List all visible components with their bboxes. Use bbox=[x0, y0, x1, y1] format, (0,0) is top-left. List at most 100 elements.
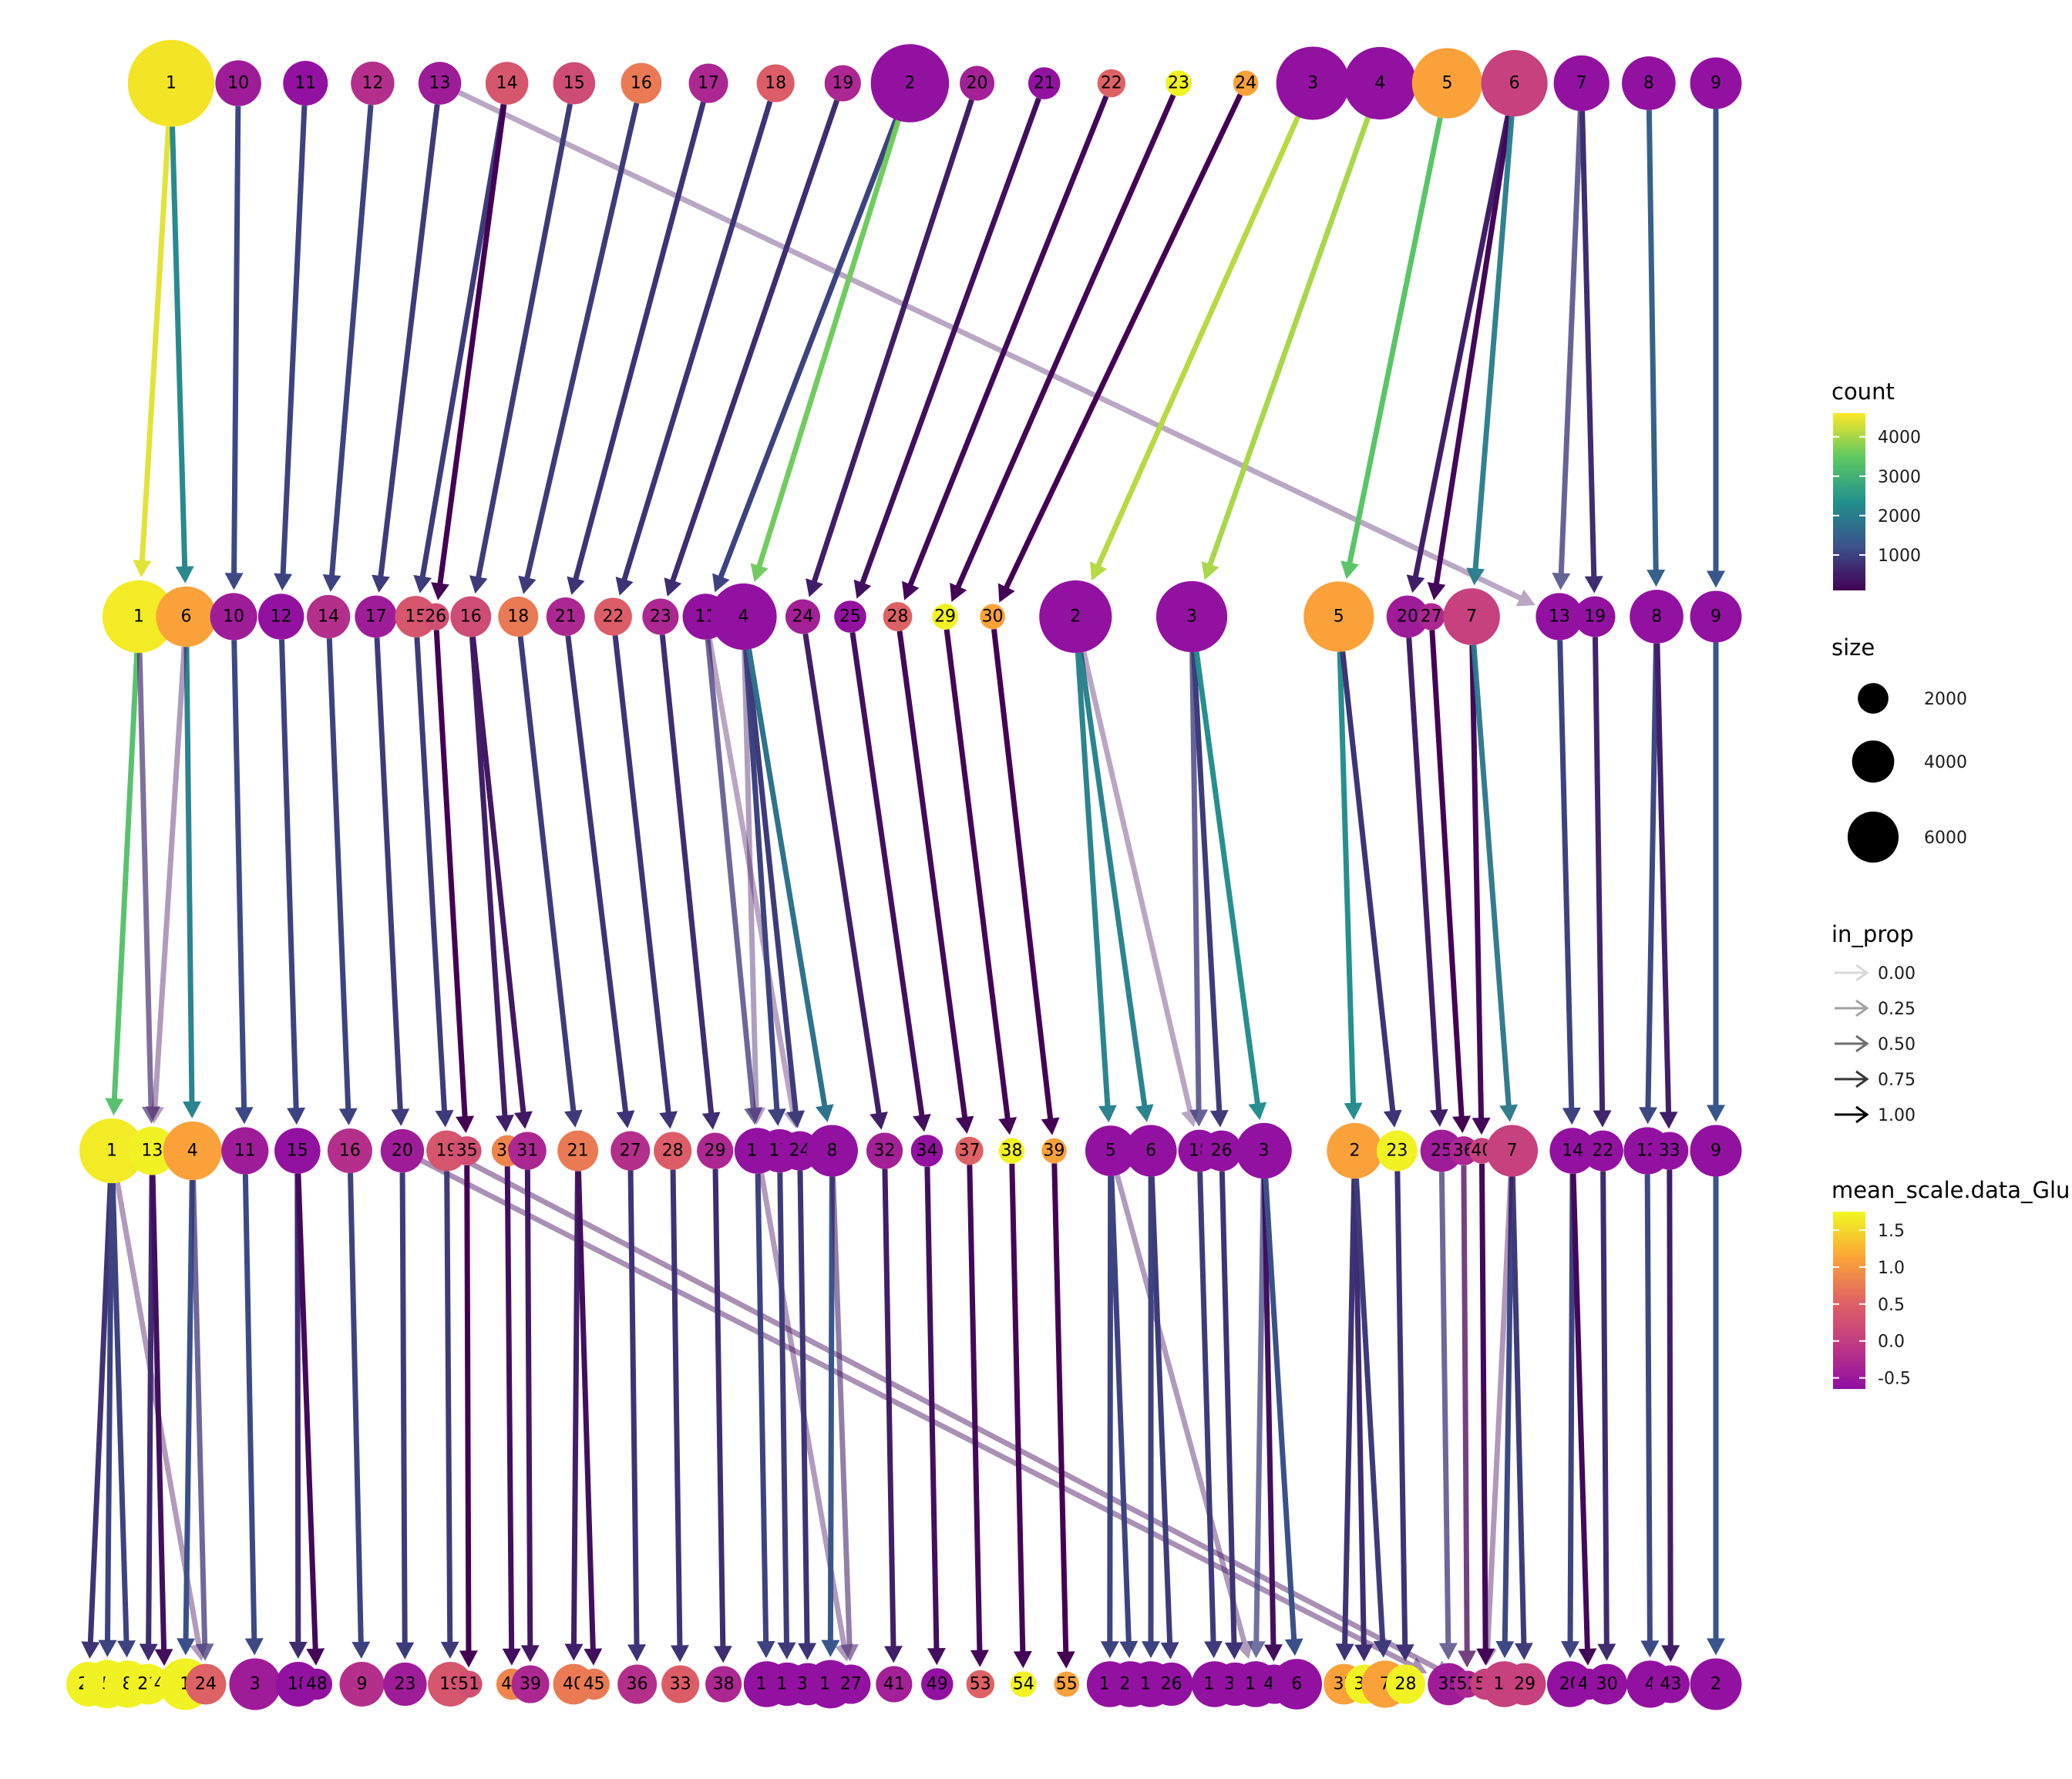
cluster-node: 22 bbox=[594, 597, 632, 635]
node-label: 16 bbox=[460, 607, 482, 627]
node-label: 12 bbox=[362, 74, 383, 93]
cluster-node: 53 bbox=[967, 1670, 994, 1698]
node-label: 14 bbox=[318, 607, 339, 627]
cluster-node: 29 bbox=[697, 1132, 733, 1169]
legend-size-label: 4000 bbox=[1924, 753, 1967, 772]
node-label: 54 bbox=[1013, 1675, 1034, 1694]
node-label: 27 bbox=[1421, 607, 1442, 627]
node-label: 25 bbox=[839, 607, 861, 627]
node-label: 28 bbox=[662, 1142, 684, 1161]
node-label: 51 bbox=[458, 1675, 479, 1694]
cluster-node: 1 bbox=[128, 40, 214, 126]
cluster-node: 2 bbox=[1690, 1659, 1742, 1710]
node-label: 45 bbox=[584, 1675, 605, 1694]
node-label: 13 bbox=[429, 74, 451, 93]
node-label: 14 bbox=[1562, 1142, 1583, 1161]
edge bbox=[627, 1171, 646, 1662]
node-label: 8 bbox=[1651, 607, 1662, 627]
cluster-node: 28 bbox=[654, 1132, 691, 1169]
cluster-node: 31 bbox=[509, 1132, 547, 1169]
edge bbox=[1012, 1164, 1032, 1668]
edge bbox=[441, 1171, 459, 1659]
node-label: 6 bbox=[1291, 1675, 1302, 1694]
node-label: 7 bbox=[1466, 607, 1477, 627]
legend-color-tick: 0.5 bbox=[1878, 1296, 1905, 1315]
edges-layer bbox=[81, 92, 1725, 1677]
cluster-node: 21 bbox=[557, 1131, 598, 1172]
edge bbox=[372, 105, 437, 593]
edge bbox=[1707, 109, 1725, 587]
node-label: 4 bbox=[738, 607, 749, 627]
cluster-node: 6 bbox=[1125, 1125, 1177, 1177]
cluster-node: 29 bbox=[1504, 1663, 1546, 1706]
legend-color-tick: -0.5 bbox=[1878, 1370, 1911, 1389]
cluster-node: 13 bbox=[419, 62, 462, 105]
node-label: 55 bbox=[1056, 1675, 1078, 1694]
cluster-node: 3 bbox=[1236, 1123, 1292, 1179]
legend-count-tick: 1000 bbox=[1878, 546, 1921, 566]
cluster-node: 39 bbox=[512, 1665, 550, 1703]
node-label: 2 bbox=[1710, 1675, 1721, 1694]
node-label: 22 bbox=[1592, 1142, 1613, 1161]
node-label: 22 bbox=[1101, 74, 1122, 93]
edge bbox=[465, 1160, 1452, 1676]
cluster-node: 17 bbox=[689, 63, 728, 103]
node-label: 2 bbox=[904, 74, 915, 93]
legend-color-tick: 1.5 bbox=[1878, 1222, 1905, 1241]
node-label: 16 bbox=[339, 1142, 361, 1161]
edge bbox=[323, 105, 371, 592]
node-label: 30 bbox=[982, 607, 1004, 627]
cluster-node: 51 bbox=[456, 1670, 483, 1697]
node-label: 4 bbox=[1374, 74, 1385, 93]
node-label: 34 bbox=[917, 1142, 938, 1161]
edge bbox=[994, 629, 1059, 1135]
legend-count-tick: 2000 bbox=[1878, 507, 1921, 526]
cluster-node: 2 bbox=[871, 44, 950, 123]
legend-count-colorbar bbox=[1833, 413, 1865, 590]
legend-color-colorbar bbox=[1833, 1212, 1865, 1389]
cluster-node: 23 bbox=[1377, 1131, 1418, 1172]
edge bbox=[282, 640, 306, 1125]
edge bbox=[714, 1169, 732, 1663]
cluster-node: 48 bbox=[301, 1669, 332, 1700]
node-label: 38 bbox=[713, 1675, 735, 1694]
edge bbox=[1336, 1179, 1354, 1660]
cluster-node: 16 bbox=[328, 1128, 372, 1173]
cluster-node: 39 bbox=[1041, 1138, 1067, 1164]
cluster-node: 11 bbox=[283, 61, 328, 106]
cluster-node: 27 bbox=[831, 1664, 870, 1703]
edge bbox=[1593, 637, 1612, 1127]
node-label: 2 bbox=[1349, 1142, 1360, 1161]
node-label: 8 bbox=[1643, 74, 1654, 93]
node-label: 32 bbox=[874, 1142, 896, 1161]
node-label: 1 bbox=[166, 74, 177, 93]
node-label: 3 bbox=[1186, 607, 1197, 627]
cluster-node: 54 bbox=[1011, 1671, 1037, 1697]
edge bbox=[1396, 1171, 1414, 1661]
cluster-node: 9 bbox=[1690, 1125, 1742, 1177]
cluster-node: 38 bbox=[705, 1666, 742, 1702]
node-label: 6 bbox=[181, 607, 192, 627]
legend-inprop-arrow bbox=[1835, 1107, 1867, 1122]
edge bbox=[1152, 1176, 1179, 1659]
cluster-node: 34 bbox=[911, 1135, 944, 1167]
node-label: 28 bbox=[887, 607, 909, 627]
edge bbox=[1583, 111, 1603, 593]
edge bbox=[520, 637, 583, 1128]
edge bbox=[662, 634, 720, 1129]
cluster-node: 8 bbox=[806, 1125, 858, 1177]
edge bbox=[998, 95, 1240, 603]
node-label: 5 bbox=[1334, 607, 1344, 627]
node-label: 26 bbox=[1161, 1675, 1182, 1694]
edge bbox=[1222, 1171, 1243, 1659]
edge bbox=[1707, 642, 1725, 1122]
cluster-node: 14 bbox=[307, 595, 350, 638]
legend-inprop-label: 0.50 bbox=[1878, 1035, 1916, 1054]
cluster-node: 21 bbox=[547, 597, 585, 636]
edge bbox=[1340, 118, 1440, 580]
legend-size-label: 6000 bbox=[1924, 829, 1967, 848]
edge bbox=[798, 1171, 816, 1660]
node-label: 49 bbox=[927, 1675, 948, 1694]
edge bbox=[173, 126, 194, 583]
